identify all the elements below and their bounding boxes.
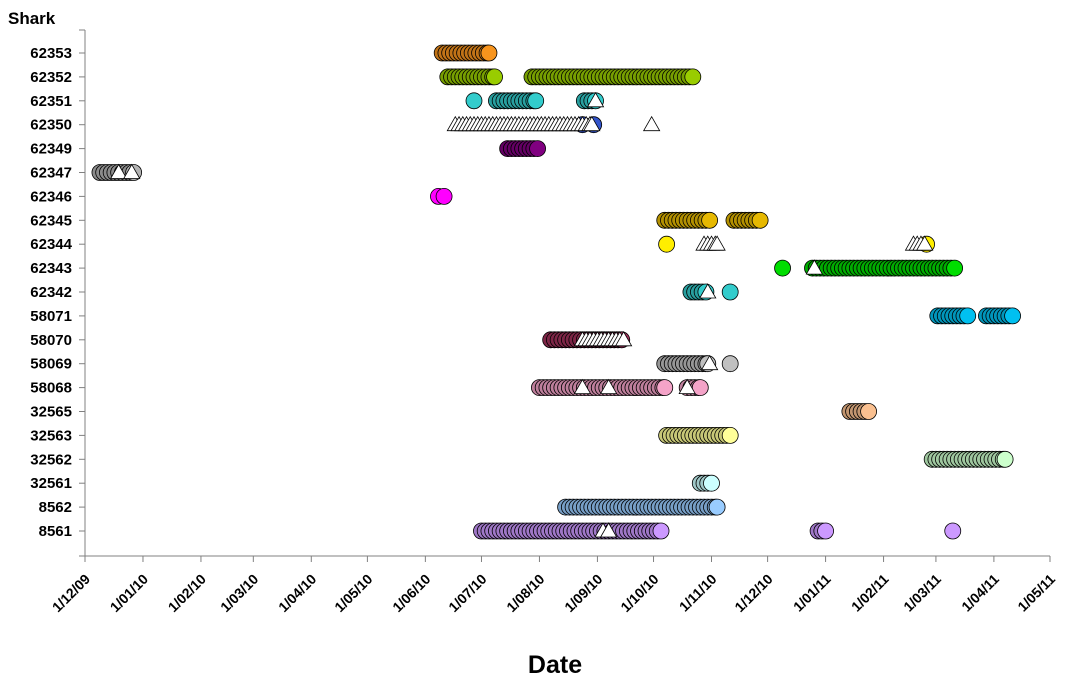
- x-tick-label: 1/01/10: [107, 571, 151, 615]
- y-tick-label: 62342: [30, 284, 72, 301]
- y-tick-label: 8562: [39, 499, 72, 516]
- data-point-circle: [959, 307, 977, 325]
- y-tick-label: 62353: [30, 45, 72, 62]
- y-tick-label: 58069: [30, 356, 72, 373]
- data-point-circle: [486, 68, 503, 86]
- data-point-triangle: [699, 283, 717, 299]
- data-point-circle: [774, 259, 791, 277]
- data-point-circle: [527, 92, 545, 110]
- data-point-triangle: [642, 115, 661, 132]
- y-tick-label: 62343: [30, 260, 72, 277]
- data-point-triangle: [614, 330, 633, 347]
- y-tick-label: 32565: [30, 404, 72, 421]
- y-tick-label: 62344: [30, 236, 72, 253]
- data-point-circle: [684, 68, 702, 86]
- data-point-circle: [480, 44, 498, 62]
- data-point-circle: [946, 259, 964, 277]
- x-tick-label: 1/04/11: [958, 571, 1002, 615]
- data-point-circle: [817, 522, 834, 540]
- x-tick-label: 1/12/10: [731, 571, 775, 615]
- x-tick-label: 1/06/10: [389, 571, 433, 615]
- data-point-circle: [656, 379, 674, 397]
- x-tick-label: 1/08/10: [503, 571, 547, 615]
- data-point-circle: [996, 450, 1014, 468]
- x-tick-label: 1/11/10: [676, 571, 720, 615]
- y-tick-label: 32562: [30, 451, 72, 468]
- y-tick-label: 62351: [30, 93, 72, 110]
- x-tick-label: 1/12/09: [49, 571, 93, 615]
- data-point-triangle: [916, 235, 934, 251]
- x-tick-label: 1/01/11: [790, 571, 834, 615]
- data-point-circle: [860, 403, 877, 420]
- plot-area: 62353 62352 62351 62350 62349 62347 62346 62345…: [30, 29, 1058, 615]
- data-point-circle: [529, 140, 546, 158]
- x-tick-label: 1/02/11: [848, 571, 892, 615]
- y-tick-label: 62347: [30, 165, 72, 182]
- data-point-circle: [944, 522, 962, 540]
- data-point-circle: [708, 498, 726, 516]
- data-point-circle: [721, 426, 739, 444]
- data-point-triangle: [586, 91, 605, 108]
- x-tick-label: 1/07/10: [445, 571, 489, 615]
- data-point-circle: [652, 522, 670, 540]
- data-point-triangle: [583, 115, 601, 132]
- data-point-circle: [703, 474, 720, 492]
- x-axis-title: Date: [528, 651, 582, 679]
- data-point-triangle: [805, 259, 824, 275]
- data-point-triangle: [678, 378, 696, 395]
- data-point-circle: [435, 187, 453, 205]
- data-point-circle: [658, 235, 676, 253]
- data-point-circle: [751, 211, 769, 229]
- y-tick-label: 62346: [30, 188, 72, 205]
- y-tick-label: 8561: [39, 523, 72, 540]
- data-point-triangle: [573, 378, 592, 395]
- y-tick-label: 62352: [30, 69, 72, 86]
- data-point-circle: [701, 211, 719, 229]
- y-tick-label: 58070: [30, 332, 72, 349]
- data-point-circle: [721, 355, 739, 373]
- data-point-circle: [721, 283, 739, 301]
- y-tick-label: 32563: [30, 427, 72, 444]
- data-point-circle: [691, 379, 709, 397]
- y-tick-label: 62349: [30, 141, 72, 158]
- y-tick-label: 58071: [30, 308, 72, 325]
- x-tick-label: 1/05/10: [331, 571, 375, 615]
- x-tick-label: 1/02/10: [165, 571, 209, 615]
- y-tick-label: 62345: [30, 212, 72, 229]
- x-tick-label: 1/09/10: [561, 571, 605, 615]
- data-point-triangle: [700, 354, 719, 371]
- data-point-triangle: [599, 522, 618, 538]
- x-tick-label: 1/03/11: [900, 571, 944, 615]
- x-tick-label: 1/03/10: [217, 571, 261, 615]
- y-tick-label: 62350: [30, 117, 72, 134]
- x-tick-label: 1/10/10: [617, 571, 661, 615]
- data-point-triangle: [109, 163, 128, 179]
- data-point-triangle: [123, 163, 141, 179]
- data-point-circle: [465, 92, 483, 110]
- y-tick-label: 58068: [30, 380, 72, 397]
- data-point-triangle: [599, 378, 618, 395]
- y-tick-label: 32561: [30, 475, 72, 492]
- x-tick-label: 1/05/11: [1014, 571, 1058, 615]
- y-axis-title: Shark: [8, 9, 56, 28]
- data-point-circle: [1004, 307, 1021, 325]
- x-tick-label: 1/04/10: [275, 571, 319, 615]
- data-point-triangle: [708, 235, 726, 251]
